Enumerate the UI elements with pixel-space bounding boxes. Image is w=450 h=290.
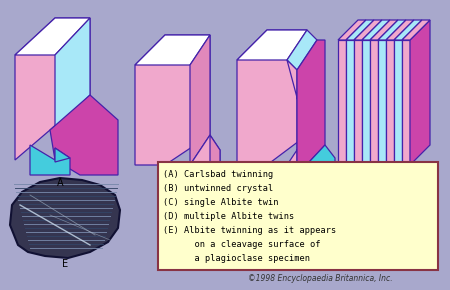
Text: A: A bbox=[57, 178, 63, 188]
Text: D: D bbox=[370, 172, 378, 182]
Polygon shape bbox=[394, 20, 422, 40]
Polygon shape bbox=[402, 20, 430, 40]
Polygon shape bbox=[402, 40, 410, 165]
Polygon shape bbox=[386, 40, 394, 165]
Text: (C) single Albite twin: (C) single Albite twin bbox=[163, 198, 279, 207]
Text: a plagioclase specimen: a plagioclase specimen bbox=[163, 254, 310, 263]
Polygon shape bbox=[346, 20, 374, 40]
Polygon shape bbox=[354, 40, 362, 165]
Polygon shape bbox=[362, 40, 370, 165]
Text: on a cleavage surface of: on a cleavage surface of bbox=[163, 240, 320, 249]
Polygon shape bbox=[354, 20, 382, 40]
Text: C: C bbox=[274, 178, 280, 188]
Polygon shape bbox=[378, 20, 406, 40]
Polygon shape bbox=[10, 178, 120, 258]
Text: (A) Carlsbad twinning: (A) Carlsbad twinning bbox=[163, 170, 273, 179]
Polygon shape bbox=[15, 18, 90, 55]
Polygon shape bbox=[394, 40, 402, 165]
Polygon shape bbox=[15, 18, 90, 160]
Polygon shape bbox=[378, 40, 386, 165]
Text: E: E bbox=[62, 259, 68, 269]
Polygon shape bbox=[135, 35, 210, 65]
Polygon shape bbox=[362, 20, 390, 40]
FancyBboxPatch shape bbox=[158, 162, 438, 270]
Polygon shape bbox=[370, 20, 398, 40]
Polygon shape bbox=[55, 148, 70, 162]
Polygon shape bbox=[190, 35, 210, 165]
Polygon shape bbox=[297, 40, 325, 175]
Polygon shape bbox=[297, 145, 335, 185]
Polygon shape bbox=[338, 40, 346, 165]
Polygon shape bbox=[50, 95, 118, 175]
Text: (D) multiple Albite twins: (D) multiple Albite twins bbox=[163, 212, 294, 221]
Polygon shape bbox=[346, 40, 354, 165]
Polygon shape bbox=[30, 145, 70, 175]
Text: (B) untwinned crystal: (B) untwinned crystal bbox=[163, 184, 273, 193]
Polygon shape bbox=[410, 20, 430, 165]
Polygon shape bbox=[287, 30, 317, 70]
Polygon shape bbox=[210, 135, 220, 175]
Text: B: B bbox=[179, 178, 185, 188]
Polygon shape bbox=[386, 20, 414, 40]
Polygon shape bbox=[287, 60, 307, 175]
Polygon shape bbox=[370, 40, 378, 165]
Polygon shape bbox=[338, 20, 366, 40]
Polygon shape bbox=[135, 35, 210, 165]
Polygon shape bbox=[165, 135, 220, 175]
Polygon shape bbox=[55, 18, 90, 130]
Text: (E) Albite twinning as it appears: (E) Albite twinning as it appears bbox=[163, 226, 336, 235]
Text: ©1998 Encyclopaedia Britannica, Inc.: ©1998 Encyclopaedia Britannica, Inc. bbox=[248, 274, 392, 283]
Polygon shape bbox=[237, 30, 307, 60]
Polygon shape bbox=[237, 30, 307, 165]
